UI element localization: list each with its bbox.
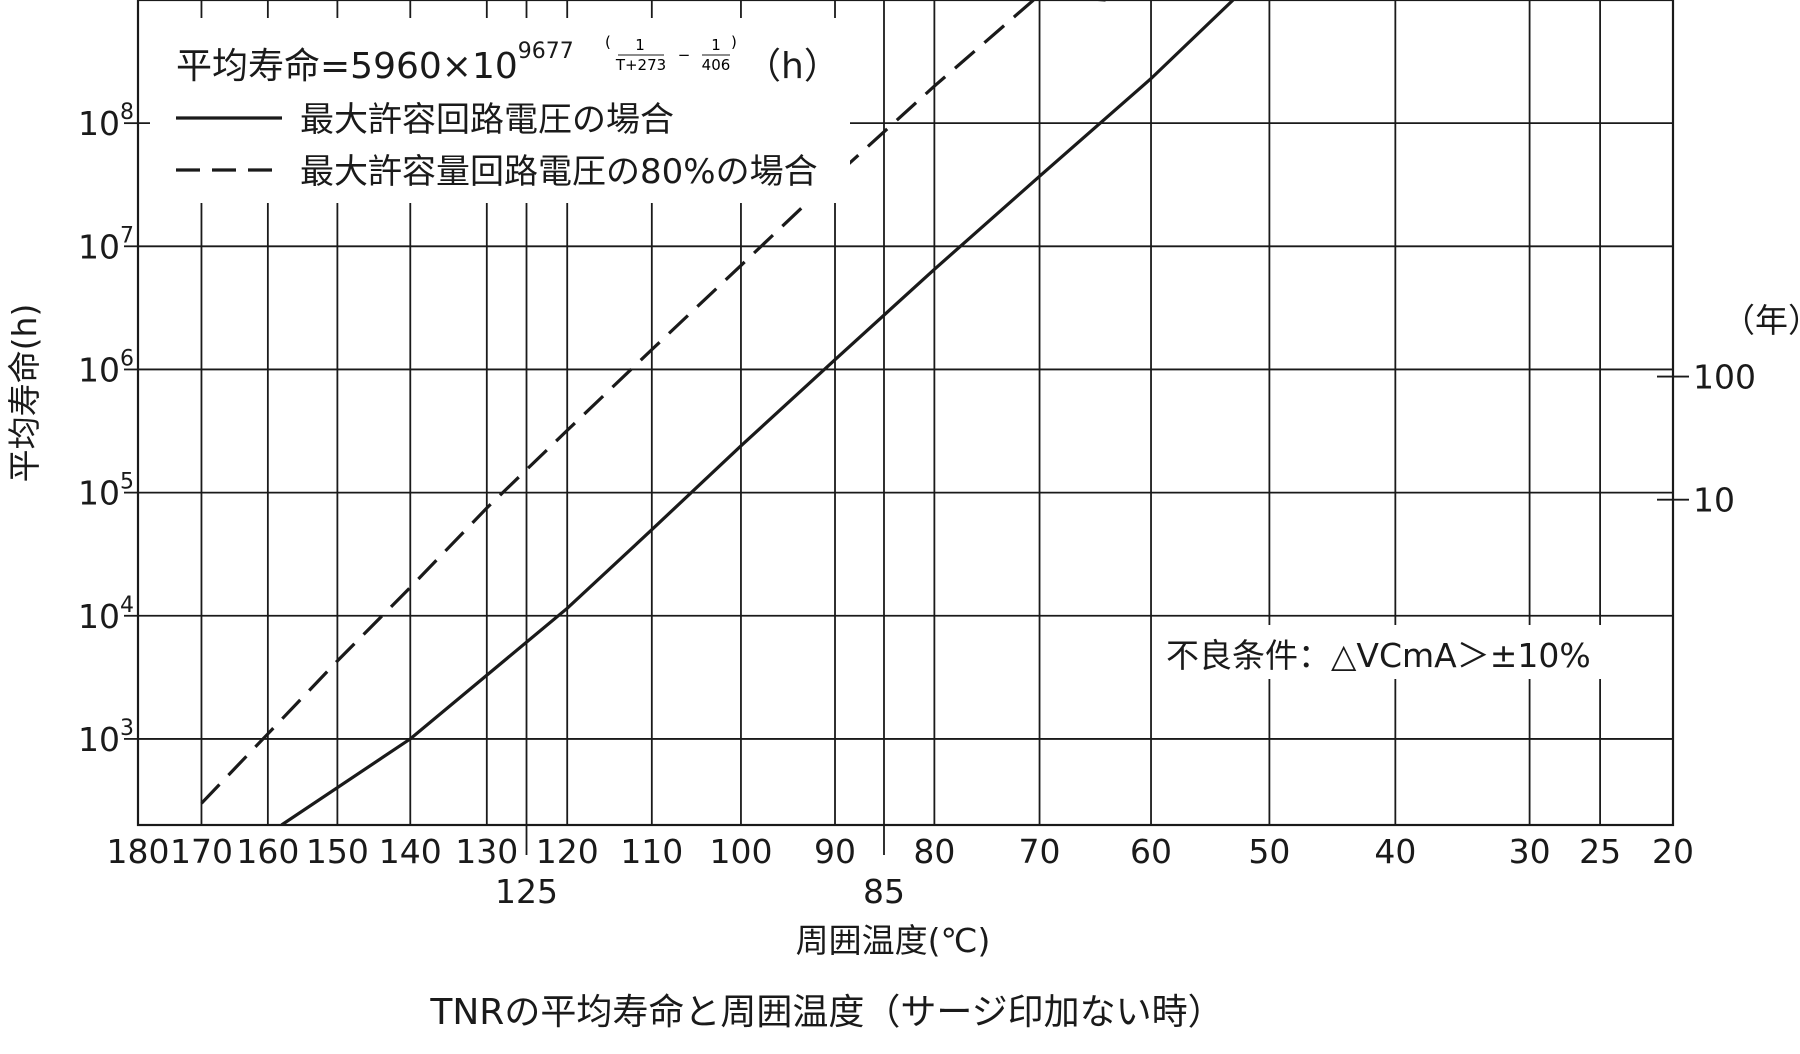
- right-tick-label-10: 10: [1693, 481, 1735, 520]
- x-tick-label-60: 60: [1130, 832, 1172, 871]
- x-tick-label-85: 85: [863, 872, 905, 911]
- svg-text:1: 1: [635, 36, 645, 54]
- legend-entry-dashed: 最大許容量回路電圧の80%の場合: [176, 152, 818, 192]
- x-tick-label-80: 80: [913, 832, 955, 871]
- right-axis-unit: （年）: [1722, 301, 1800, 340]
- svg-text:1: 1: [711, 36, 721, 54]
- svg-text:T+273: T+273: [615, 56, 666, 74]
- x-tick-label-90: 90: [814, 832, 856, 871]
- svg-text:−: −: [678, 46, 691, 64]
- x-tick-label-140: 140: [379, 832, 442, 871]
- right-axis-ticks: 100 10: [1657, 358, 1756, 520]
- series-line-dashed: [200, 0, 1106, 805]
- x-tick-label-160: 160: [236, 832, 299, 871]
- series-line-solid: [280, 0, 1235, 825]
- y-axis-label: 平均寿命(h): [5, 304, 44, 483]
- legend-background: [150, 18, 850, 203]
- x-tick-label-50: 50: [1248, 832, 1290, 871]
- svg-text:(: (: [605, 33, 611, 51]
- y-tick-label-8: 108: [78, 100, 134, 143]
- x-tick-label-120: 120: [536, 832, 599, 871]
- svg-text:平均寿命=5960×109677: 平均寿命=5960×109677: [176, 39, 574, 87]
- svg-text:最大許容回路電圧の場合: 最大許容回路電圧の場合: [300, 100, 674, 140]
- y-tick-label-7: 107: [78, 223, 134, 266]
- x-tick-label-180: 180: [107, 832, 170, 871]
- x-tick-label-70: 70: [1019, 832, 1061, 871]
- x-tick-label-25: 25: [1579, 832, 1621, 871]
- legend-entry-solid: 最大許容回路電圧の場合: [176, 100, 674, 140]
- y-tick-label-6: 106: [78, 346, 134, 389]
- x-tick-label-20: 20: [1652, 832, 1694, 871]
- plot-frame: [136, 0, 1675, 827]
- y-tick-label-5: 105: [78, 470, 134, 513]
- x-axis-label: 周囲温度(℃): [796, 921, 991, 960]
- x-tick-label-110: 110: [620, 832, 683, 871]
- x-tick-label-30: 30: [1509, 832, 1551, 871]
- x-tick-label-130: 130: [455, 832, 518, 871]
- failure-condition-annotation: 不良条件：△VCmA＞±10%: [1166, 636, 1591, 675]
- y-tick-labels: 103 104 105 106 107 108: [78, 100, 138, 759]
- x-tick-label-170: 170: [170, 832, 233, 871]
- svg-text:（h）: （h）: [745, 46, 840, 87]
- x-tick-label-100: 100: [709, 832, 772, 871]
- x-tick-label-40: 40: [1374, 832, 1416, 871]
- svg-text:): ): [731, 33, 737, 51]
- x-tick-label-125: 125: [495, 872, 558, 911]
- y-tick-label-3: 103: [78, 716, 134, 759]
- svg-text:最大許容量回路電圧の80%の場合: 最大許容量回路電圧の80%の場合: [300, 152, 818, 192]
- formula: 平均寿命=5960×109677 ( 1 T+273 − 1 406 ) （h）: [176, 33, 840, 87]
- x-tick-label-150: 150: [306, 832, 369, 871]
- svg-text:406: 406: [702, 56, 731, 74]
- series-lines: [200, 0, 1235, 825]
- chart-title: TNRの平均寿命と周囲温度（サージ印加ない時）: [429, 992, 1223, 1033]
- right-tick-label-100: 100: [1693, 358, 1756, 397]
- y-tick-label-4: 104: [78, 593, 134, 636]
- annotation-background: [1158, 625, 1638, 679]
